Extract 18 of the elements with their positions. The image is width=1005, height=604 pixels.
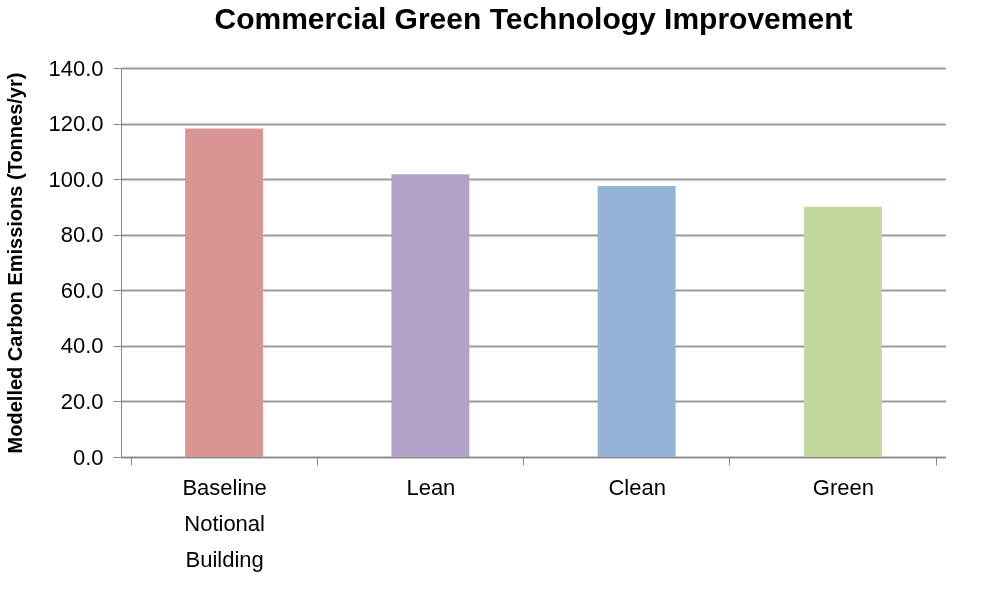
x-tick-label: Baseline Notional Building bbox=[182, 474, 267, 572]
y-tick-label: 120.0 bbox=[48, 111, 104, 137]
y-tick-label: 0.0 bbox=[72, 444, 104, 470]
bar bbox=[803, 206, 882, 457]
y-tick-label: 80.0 bbox=[60, 222, 104, 248]
y-tick-label: 140.0 bbox=[48, 55, 104, 81]
y-tick-label: 40.0 bbox=[60, 333, 104, 359]
x-tick-label: Lean bbox=[406, 474, 456, 500]
bar bbox=[185, 128, 264, 457]
y-tick-label: 60.0 bbox=[60, 277, 104, 303]
y-tick-label: 100.0 bbox=[48, 166, 104, 192]
y-tick-label: 20.0 bbox=[60, 388, 104, 414]
y-axis-title: Modelled Carbon Emissions (Tonnes/yr) bbox=[4, 72, 27, 454]
bar bbox=[391, 174, 470, 457]
bar bbox=[597, 186, 676, 457]
x-tick-label: Clean bbox=[608, 474, 666, 500]
x-tick-label: Green bbox=[812, 474, 874, 500]
chart-title: Commercial Green Technology Improvement bbox=[214, 2, 853, 35]
